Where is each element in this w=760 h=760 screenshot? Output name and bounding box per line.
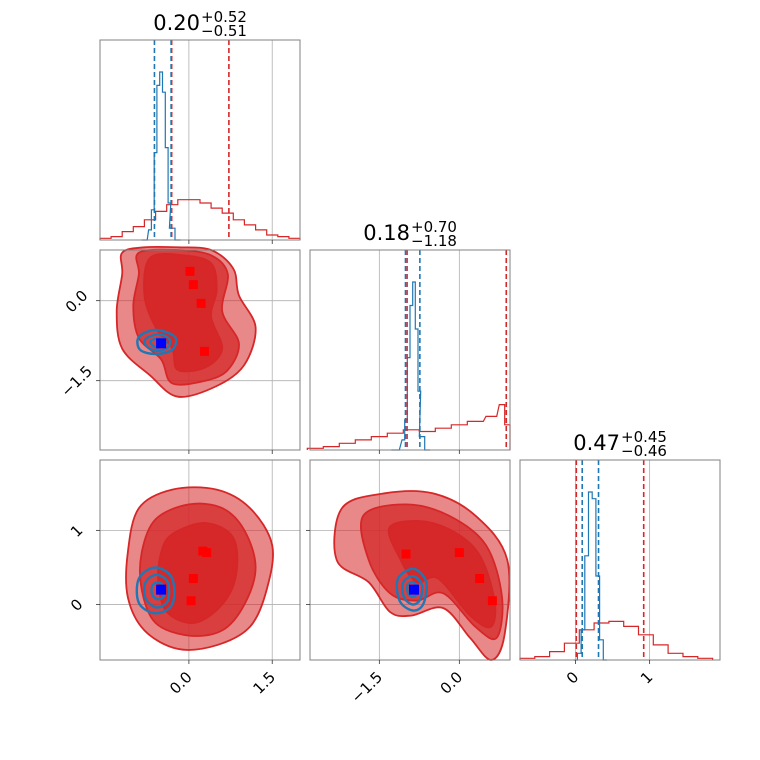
panel-frame-diag-p1 <box>309 249 511 451</box>
x-tick-label-p1-0: −1.5 <box>348 668 386 706</box>
y-tick-label-p2-0: 0 <box>67 595 86 614</box>
y-tick-label-p1-0: −1.5 <box>57 362 95 400</box>
series-line-layer <box>99 40 714 661</box>
marker-red-p1_vs_p0-2 <box>196 298 206 308</box>
marker-red-p2_vs_p1-0 <box>401 549 411 559</box>
marker-red-p2_vs_p1-2 <box>475 574 485 584</box>
title-upper-param-2: +0.70 <box>411 218 457 236</box>
title-upper-param-1: +0.52 <box>201 8 247 26</box>
panel-frame-diag-p2 <box>519 459 721 661</box>
histogram-red-p2 <box>519 620 714 660</box>
title-lower-param-1: −0.51 <box>201 22 247 40</box>
title-param-2: 0.18 +0.70 −1.18 <box>363 218 457 250</box>
panel-frame-p2_vs_p1 <box>309 459 511 661</box>
contour-blue-p2_vs_p1-level-1 <box>401 575 424 606</box>
title-param-1: 0.20 +0.52 −0.51 <box>153 8 247 40</box>
histogram-blue-p0 <box>141 71 181 241</box>
marker-red-p2_vs_p0-1 <box>202 548 212 558</box>
title-main-param-2: 0.18 <box>363 221 410 245</box>
title-upper-param-3: +0.45 <box>621 428 667 446</box>
contour-blue-p2_vs_p0-level-0 <box>135 566 176 615</box>
panel-frame-layer <box>99 39 721 661</box>
panel-frame-p2_vs_p0 <box>99 459 301 661</box>
marker-red-p2_vs_p0-3 <box>186 596 196 606</box>
x-tick-label-p2-0: 0 <box>563 668 582 687</box>
contour-fill-layer <box>115 245 511 661</box>
contour-blue-p2_vs_p1-level-0 <box>395 567 428 612</box>
panel-frame-p1_vs_p0 <box>99 249 301 451</box>
title-param-3: 0.47 +0.45 −0.46 <box>573 428 667 460</box>
marker-blue-p2_vs_p0-0 <box>156 584 167 595</box>
title-main-param-3: 0.47 <box>573 431 620 455</box>
contour-blue-p2_vs_p0-level-2 <box>150 581 166 601</box>
title-main-param-1: 0.20 <box>153 11 200 35</box>
marker-layer <box>156 266 497 606</box>
x-tick-label-p0-0: 0.0 <box>166 668 196 698</box>
marker-red-p2_vs_p1-3 <box>487 596 497 606</box>
marker-red-p2_vs_p1-1 <box>454 548 464 558</box>
marker-blue-p2_vs_p1-0 <box>409 584 419 595</box>
histogram-red-p1 <box>306 404 511 450</box>
histogram-blue-p1 <box>391 281 430 451</box>
marker-blue-p1_vs_p0-0 <box>156 338 167 349</box>
marker-red-p1_vs_p0-1 <box>188 280 198 290</box>
contour-blue-p1_vs_p0-level-1 <box>143 333 172 353</box>
x-tick-label-p1-1: 0.0 <box>437 668 467 698</box>
y-tick-label-p2-1: 1 <box>67 521 86 540</box>
marker-red-p1_vs_p0-3 <box>199 346 209 356</box>
title-lower-param-2: −1.18 <box>411 232 457 250</box>
contour-blue-p2_vs_p0-level-1 <box>142 573 171 609</box>
histogram-blue-p2 <box>573 491 607 661</box>
contour-red-p1_vs_p0-level-2 <box>143 252 224 373</box>
panel-frame-diag-p0 <box>99 39 301 241</box>
contour-blue-p1_vs_p0-level-0 <box>136 328 178 356</box>
histogram-red-p0 <box>99 199 301 240</box>
marker-red-p1_vs_p0-0 <box>185 266 195 276</box>
marker-red-p2_vs_p0-2 <box>188 574 198 584</box>
x-tick-label-p2-1: 1 <box>637 668 656 687</box>
contour-red-p2_vs_p1-level-2 <box>387 520 497 629</box>
title-lower-param-3: −0.46 <box>621 442 667 460</box>
x-tick-label-p0-1: 1.5 <box>249 668 279 698</box>
y-tick-label-p1-1: 0.0 <box>62 287 92 317</box>
